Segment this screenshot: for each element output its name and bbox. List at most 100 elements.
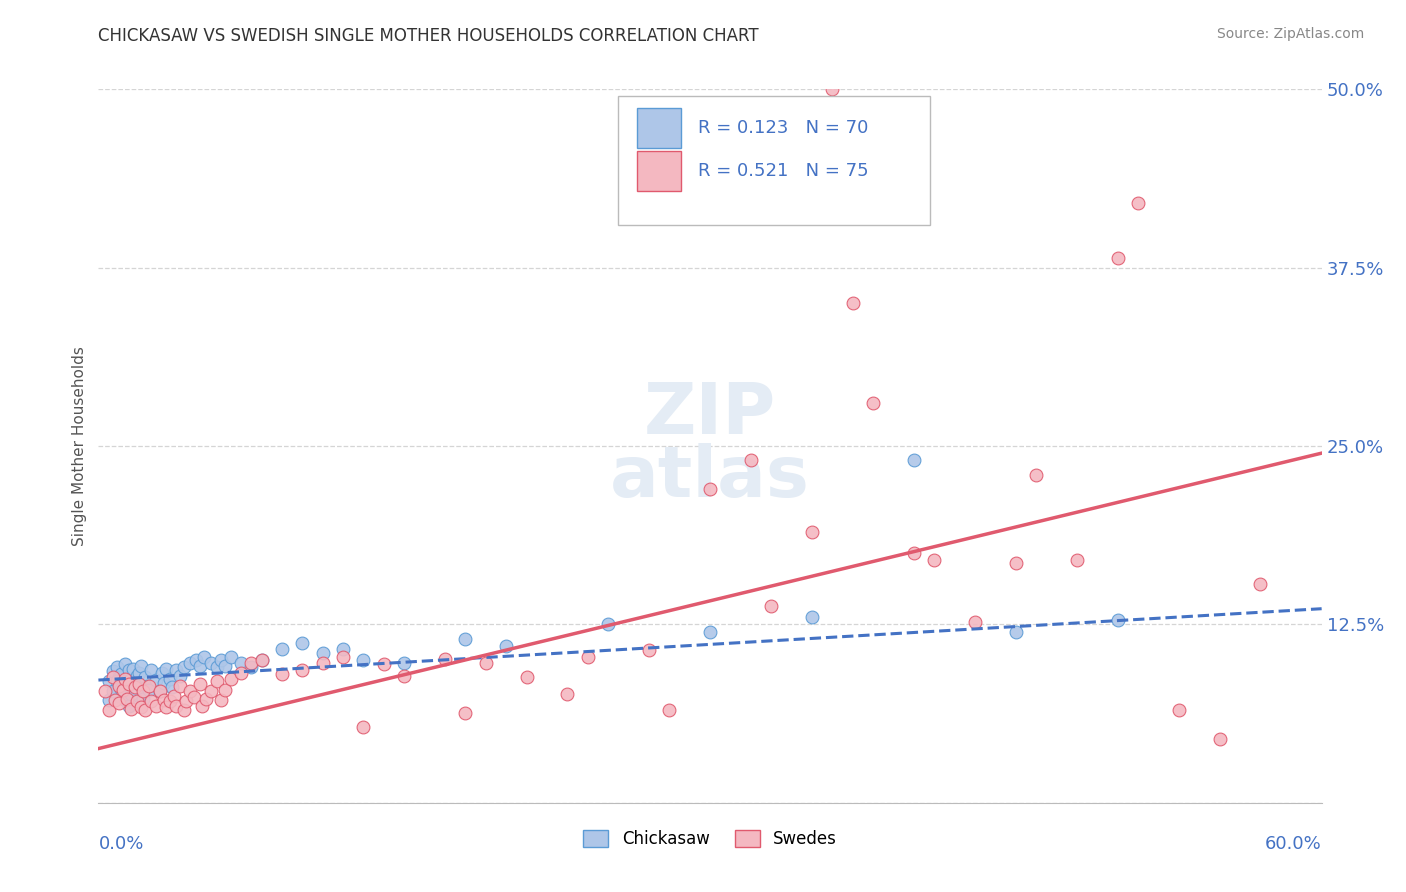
Point: [105, 674, 128, 689]
Point: [149, 684, 172, 698]
FancyBboxPatch shape: [619, 96, 931, 225]
FancyBboxPatch shape: [637, 108, 681, 148]
Point: [129, 658, 152, 673]
Point: [209, 653, 232, 667]
Point: [124, 687, 146, 701]
Point: [120, 672, 142, 686]
Point: [118, 683, 141, 698]
Point: [1107, 251, 1129, 265]
Point: [165, 698, 187, 713]
Point: [138, 683, 160, 698]
Point: [97, 693, 120, 707]
Point: [108, 670, 131, 684]
Point: [160, 680, 183, 694]
Point: [118, 677, 141, 691]
Point: [145, 698, 167, 713]
Point: [195, 691, 218, 706]
Point: [903, 546, 925, 560]
Point: [965, 615, 987, 629]
Point: [114, 672, 136, 686]
Point: [821, 82, 844, 96]
Point: [128, 689, 150, 703]
Point: [841, 296, 863, 310]
Point: [173, 660, 195, 674]
Point: [352, 653, 374, 667]
Point: [174, 694, 197, 708]
Point: [188, 677, 212, 691]
Point: [108, 696, 131, 710]
Point: [862, 396, 884, 410]
Point: [145, 673, 167, 687]
Point: [454, 706, 477, 720]
Point: [97, 674, 120, 689]
Point: [132, 691, 155, 706]
Point: [111, 683, 134, 698]
Point: [134, 703, 156, 717]
Point: [1128, 196, 1150, 211]
Point: [159, 694, 181, 708]
Point: [332, 641, 354, 656]
Point: [114, 693, 136, 707]
Point: [183, 690, 205, 705]
Point: [214, 658, 236, 673]
Point: [152, 693, 174, 707]
Point: [312, 656, 335, 670]
Text: 0.0%: 0.0%: [98, 835, 143, 853]
Text: Source: ZipAtlas.com: Source: ZipAtlas.com: [1216, 27, 1364, 41]
Point: [150, 665, 173, 680]
Point: [392, 656, 416, 670]
Point: [205, 660, 228, 674]
Point: [111, 677, 134, 691]
Point: [128, 665, 150, 680]
Point: [205, 674, 228, 689]
Point: [200, 684, 222, 698]
Point: [373, 657, 395, 672]
Point: [163, 689, 186, 703]
Point: [250, 653, 273, 667]
Point: [120, 687, 142, 701]
Point: [120, 701, 142, 715]
Point: [101, 665, 124, 679]
Legend: Chickasaw, Swedes: Chickasaw, Swedes: [576, 823, 844, 855]
Point: [165, 663, 187, 677]
Point: [1025, 467, 1047, 482]
Point: [200, 656, 222, 670]
Point: [188, 658, 212, 673]
Point: [104, 684, 127, 698]
Point: [108, 689, 131, 703]
Point: [173, 703, 195, 717]
Point: [352, 720, 374, 734]
Point: [291, 636, 314, 650]
Text: R = 0.123   N = 70: R = 0.123 N = 70: [697, 120, 868, 137]
Point: [127, 669, 149, 683]
Point: [555, 687, 579, 701]
Point: [149, 684, 172, 698]
Point: [115, 673, 138, 687]
Point: [127, 694, 149, 708]
Point: [141, 663, 163, 677]
Point: [159, 672, 181, 686]
Point: [1167, 703, 1189, 717]
Text: 60.0%: 60.0%: [1265, 835, 1322, 853]
Point: [801, 524, 824, 539]
Point: [231, 665, 253, 680]
Point: [474, 656, 498, 670]
Point: [115, 691, 138, 706]
Point: [1066, 553, 1088, 567]
Point: [124, 680, 146, 694]
Point: [1209, 731, 1232, 746]
Point: [1249, 577, 1271, 591]
Point: [97, 703, 120, 717]
Point: [122, 662, 145, 676]
Point: [128, 677, 150, 691]
Point: [152, 676, 174, 690]
Point: [312, 646, 335, 660]
Point: [179, 684, 201, 698]
Text: R = 0.521   N = 75: R = 0.521 N = 75: [697, 162, 869, 180]
Point: [104, 693, 127, 707]
Point: [124, 679, 146, 693]
Point: [454, 632, 477, 646]
Point: [903, 453, 925, 467]
Point: [270, 641, 294, 656]
Text: ZIP
atlas: ZIP atlas: [610, 380, 810, 512]
